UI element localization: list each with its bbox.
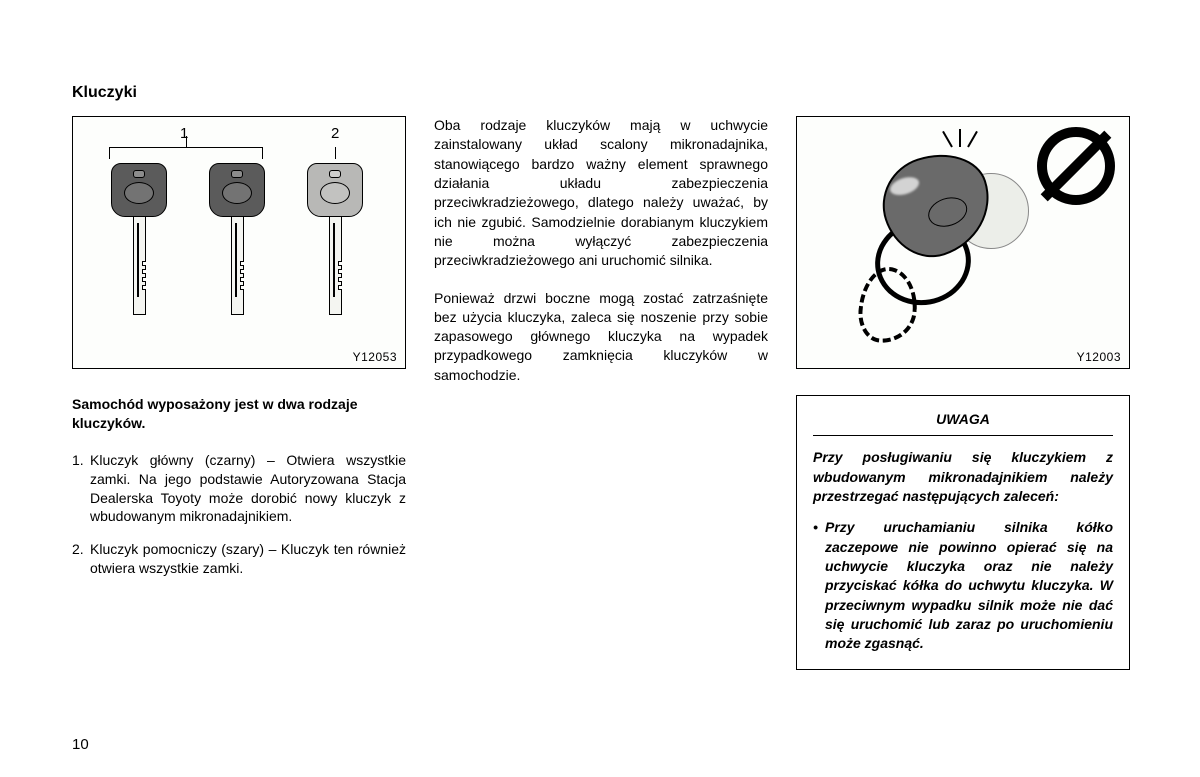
list-item: 1. Kluczyk główny (czarny) – Otwiera wsz… bbox=[72, 451, 406, 527]
item-text: Kluczyk pomocniczy (szary) – Kluczyk ten… bbox=[90, 540, 406, 578]
leader-line-icon bbox=[335, 147, 336, 159]
item-number: 1. bbox=[72, 451, 90, 527]
paragraph: Ponieważ drzwi boczne mogą zostać zatrza… bbox=[434, 289, 768, 386]
column-2: Oba rodzaje kluczyków mają w uchwycie za… bbox=[434, 116, 768, 670]
car-key-icon bbox=[195, 163, 279, 315]
page-number: 10 bbox=[72, 736, 89, 753]
bullet-icon: • bbox=[813, 518, 825, 653]
item-number: 2. bbox=[72, 540, 90, 578]
notice-lead: Przy posługiwaniu się kluczykiem z wbudo… bbox=[813, 448, 1113, 506]
divider bbox=[813, 435, 1113, 436]
figure-ignition: Y12003 bbox=[796, 116, 1130, 369]
figure-code: Y12003 bbox=[1077, 350, 1121, 364]
notice-title: UWAGA bbox=[813, 410, 1113, 429]
lead-text: Samochód wyposażony jest w dwa rodzaje k… bbox=[72, 395, 406, 433]
item-text: Kluczyk główny (czarny) – Otwiera wszyst… bbox=[90, 451, 406, 527]
column-3: Y12003 UWAGA Przy posługiwaniu się klucz… bbox=[796, 116, 1130, 670]
figure1-label-1: 1 bbox=[180, 125, 188, 142]
figure1-label-2: 2 bbox=[331, 125, 339, 142]
paragraph: Oba rodzaje kluczyków mają w uchwycie za… bbox=[434, 116, 768, 271]
bracket-icon bbox=[109, 147, 263, 159]
figure-keys: 1 2 Y12053 bbox=[72, 116, 406, 369]
content-columns: 1 2 Y12053 Samochód w bbox=[72, 116, 1128, 670]
notice-bullet: • Przy uruchamianiu silnika kółko zaczep… bbox=[813, 518, 1113, 653]
car-key-icon bbox=[97, 163, 181, 315]
car-key-icon bbox=[293, 163, 377, 315]
column-1: 1 2 Y12053 Samochód w bbox=[72, 116, 406, 670]
bullet-text: Przy uruchamianiu silnika kółko zaczepow… bbox=[825, 518, 1113, 653]
prohibition-icon bbox=[1037, 127, 1115, 205]
notice-box: UWAGA Przy posługiwaniu się kluczykiem z… bbox=[796, 395, 1130, 670]
list-item: 2. Kluczyk pomocniczy (szary) – Kluczyk … bbox=[72, 540, 406, 578]
figure-code: Y12053 bbox=[353, 350, 397, 364]
page-title: Kluczyki bbox=[72, 84, 1128, 102]
